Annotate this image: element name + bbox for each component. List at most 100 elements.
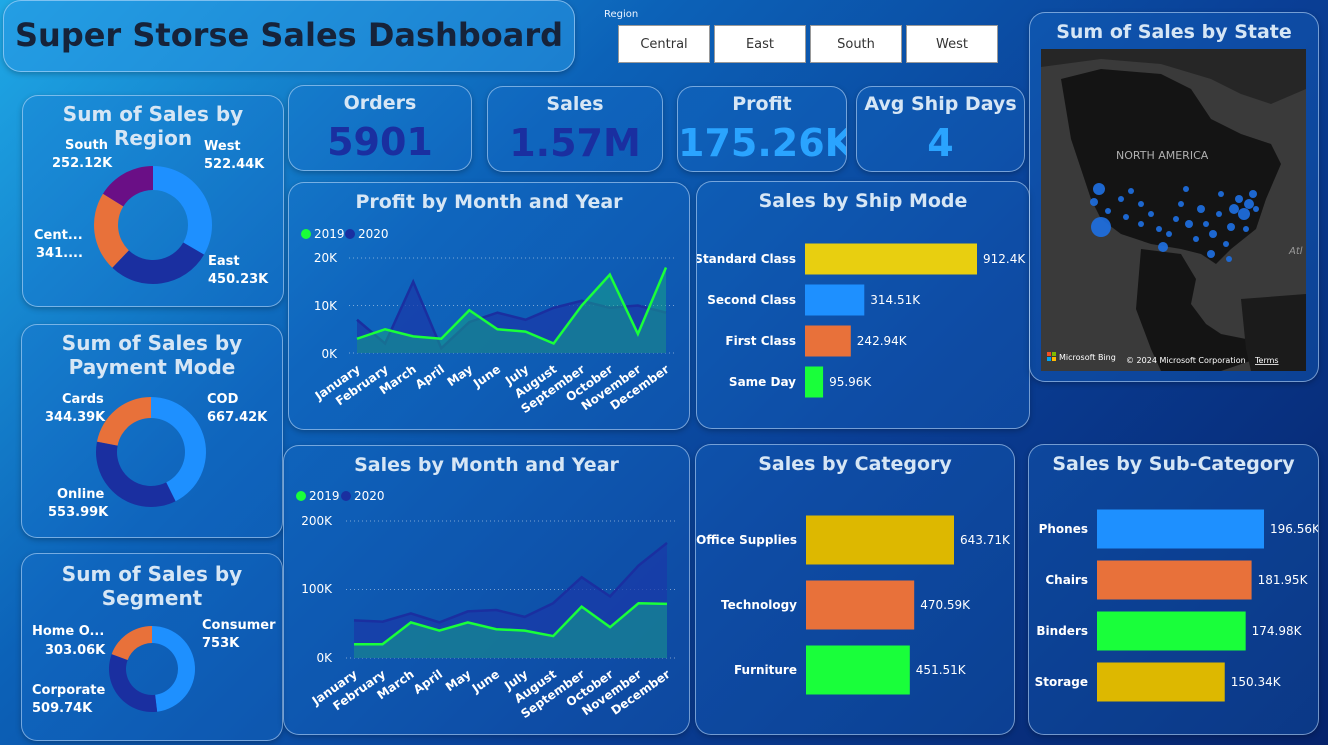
payment-label-online-name: Online — [57, 487, 104, 502]
kpi-shipdays-title: Avg Ship Days — [864, 93, 1017, 115]
payment-donut-title-line1: Sum of Sales by — [61, 331, 243, 355]
segment-slice-consumer[interactable] — [152, 626, 196, 712]
legend-2019-marker — [296, 491, 306, 501]
segment-label-home-name: Home O... — [32, 624, 104, 639]
segment-label-consumer-name: Consumer — [202, 618, 276, 633]
sales-xtick-may: May — [443, 667, 474, 694]
profit-xtick-june: June — [470, 362, 503, 391]
subcategory-chart-title: Sales by Sub-Category — [1052, 453, 1295, 475]
region-slice-west[interactable] — [153, 166, 212, 255]
subcategory-bar-chart: Phones 196.56K Chairs 181.95K Binders 174.98K… — [1035, 509, 1318, 702]
shipmode-label-standard-class: Standard Class — [697, 252, 796, 266]
subcategory-label-binders: Binders — [1036, 624, 1088, 638]
profit-ytick-20k: 20K — [314, 251, 338, 265]
payment-label-cod-name: COD — [207, 392, 239, 407]
slicer-east-button[interactable]: East — [714, 25, 806, 63]
segment-label-home-value: 303.06K — [45, 643, 106, 658]
legend-2020-marker — [341, 491, 351, 501]
shipmode-chart-card: Sales by Ship Mode Standard Class 912.4K S… — [696, 181, 1030, 429]
profit-chart-title: Profit by Month and Year — [355, 191, 623, 213]
subcategory-bar-storage[interactable] — [1097, 662, 1225, 702]
category-bar-office-supplies[interactable] — [806, 515, 954, 565]
slicer-south-button[interactable]: South — [810, 25, 902, 63]
subcategory-bar-phones[interactable] — [1097, 509, 1264, 549]
kpi-profit-title: Profit — [732, 93, 792, 115]
profit-xtick-april: April — [413, 362, 447, 392]
payment-slice-cod[interactable] — [151, 397, 206, 502]
segment-label-corporate-name: Corporate — [32, 683, 106, 698]
north-america-landmass — [1061, 69, 1281, 264]
shipmode-value-same-day: 95.96K — [829, 375, 872, 389]
state-sales-map[interactable]: NORTH AMERICA Atl Microsoft Bing © 2024 — [1041, 49, 1306, 371]
map-brand-label: Microsoft Bing — [1059, 353, 1116, 362]
payment-label-cards-name: Cards — [62, 392, 104, 407]
title-card: Super Storse Sales Dashboard — [3, 0, 575, 72]
category-value-furniture: 451.51K — [916, 663, 967, 677]
category-bar-technology[interactable] — [806, 580, 915, 630]
profit-xtick-may: May — [445, 362, 476, 389]
profit-line-2019[interactable] — [356, 267, 668, 346]
kpi-orders-title: Orders — [343, 92, 417, 114]
payment-slice-online[interactable] — [96, 441, 176, 507]
sales-line-2020[interactable] — [353, 541, 668, 624]
shipmode-bar-second-class[interactable] — [805, 284, 865, 316]
central-america-landmass — [1136, 249, 1256, 371]
map-region-label: NORTH AMERICA — [1116, 149, 1209, 162]
segment-donut-title-line2: Segment — [101, 586, 203, 610]
shipmode-bar-first-class[interactable] — [805, 325, 851, 357]
subcategory-value-binders: 174.98K — [1252, 624, 1303, 638]
kpi-sales-title: Sales — [546, 93, 604, 115]
region-donut-chart: South 252.12K West 522.44K Cent... 341..… — [34, 138, 269, 287]
shipmode-bar-same-day[interactable] — [805, 366, 824, 398]
subcategory-label-storage: Storage — [1035, 675, 1088, 689]
page-title: Super Storse Sales Dashboard — [14, 16, 563, 54]
segment-slice-corporate[interactable] — [108, 654, 158, 712]
sales-ytick-200k: 200K — [301, 514, 333, 528]
region-donut-card: Sum of Sales by Region South 252.12K Wes… — [22, 95, 284, 307]
subcategory-value-storage: 150.34K — [1231, 675, 1282, 689]
profit-line-chart: 2019 2020 20K 10K 0K JanuaryFebruaryMarc… — [301, 227, 676, 416]
shipmode-value-first-class: 242.94K — [857, 334, 908, 348]
slicer-west-button[interactable]: West — [906, 25, 998, 63]
slicer-central-button[interactable]: Central — [618, 25, 710, 63]
kpi-orders-value: 5901 — [327, 120, 433, 164]
map-ocean-label: Atl — [1288, 246, 1303, 257]
shipmode-bar-chart: Standard Class 912.4K Second Class 314.51K F… — [697, 243, 1026, 398]
category-bar-furniture[interactable] — [806, 645, 910, 695]
kpi-profit-value: 175.26K — [678, 121, 847, 165]
subcategory-bar-chairs[interactable] — [1097, 560, 1252, 600]
payment-donut-title-line2: Payment Mode — [68, 355, 236, 379]
kpi-profit-card: Profit 175.26K — [677, 86, 847, 172]
payment-slice-cards[interactable] — [96, 397, 151, 446]
subcategory-chart-card: Sales by Sub-Category Phones 196.56K Chair… — [1028, 444, 1319, 735]
region-slicer-label: Region — [604, 9, 639, 20]
south-america-landmass — [1241, 294, 1306, 371]
region-slice-east[interactable] — [112, 242, 205, 284]
region-slice-south[interactable] — [102, 166, 153, 207]
subcategory-value-chairs: 181.95K — [1258, 573, 1309, 587]
subcategory-label-chairs: Chairs — [1045, 573, 1088, 587]
profit-ytick-0k: 0K — [321, 347, 338, 361]
segment-donut-title-line1: Sum of Sales by — [61, 562, 243, 586]
region-label-east-name: East — [208, 254, 240, 269]
payment-donut-card: Sum of Sales by Payment Mode Cards 344.3… — [21, 324, 283, 538]
region-slice-cent[interactable] — [94, 193, 129, 268]
profit-chart-card: Profit by Month and Year 2019 2020 20K 1… — [288, 182, 690, 430]
shipmode-bar-standard-class[interactable] — [805, 243, 977, 275]
payment-label-online-value: 553.99K — [48, 505, 109, 520]
shipmode-label-same-day: Same Day — [729, 375, 796, 389]
subcategory-label-phones: Phones — [1039, 522, 1088, 536]
segment-slice-home-o[interactable] — [111, 626, 152, 660]
region-label-west-name: West — [204, 139, 241, 154]
category-label-furniture: Furniture — [734, 663, 797, 677]
payment-label-cod-value: 667.42K — [207, 410, 268, 425]
region-label-west-value: 522.44K — [204, 157, 265, 172]
map-title: Sum of Sales by State — [1056, 21, 1292, 43]
kpi-sales-value: 1.57M — [509, 121, 641, 165]
subcategory-bar-binders[interactable] — [1097, 611, 1246, 651]
category-chart-title: Sales by Category — [758, 453, 952, 475]
subcategory-value-phones: 196.56K — [1270, 522, 1318, 536]
map-terms-link[interactable]: Terms — [1254, 356, 1279, 365]
sales-line-2019[interactable] — [354, 601, 668, 646]
kpi-sales-card: Sales 1.57M — [487, 86, 663, 172]
